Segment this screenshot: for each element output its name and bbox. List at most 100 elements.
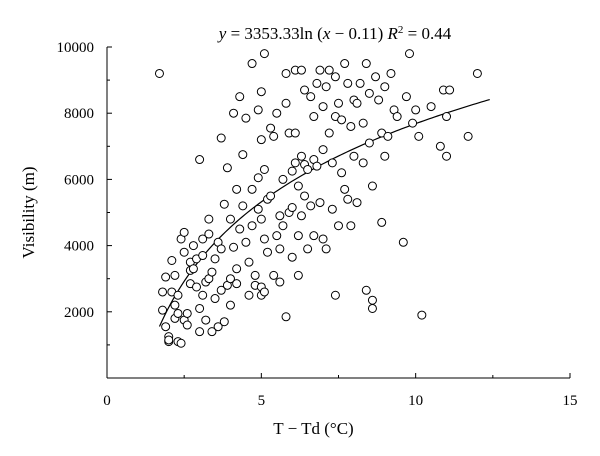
data-point <box>241 113 251 123</box>
data-point <box>371 72 381 82</box>
data-point <box>182 320 192 330</box>
data-point <box>278 221 288 231</box>
data-point <box>216 244 226 254</box>
data-point <box>176 338 186 348</box>
data-point <box>256 214 266 224</box>
data-point <box>364 138 374 148</box>
data-point <box>256 135 266 145</box>
data-point <box>334 98 343 108</box>
data-point <box>219 199 229 209</box>
data-point <box>213 322 223 332</box>
trend-line <box>158 98 490 327</box>
data-point <box>238 201 248 211</box>
data-point <box>173 308 183 318</box>
data-point <box>346 121 356 131</box>
data-point <box>225 274 235 284</box>
data-point <box>315 65 325 75</box>
data-point <box>225 300 235 310</box>
data-point <box>318 102 328 112</box>
data-point <box>287 252 297 262</box>
data-point <box>287 203 297 213</box>
data-point <box>358 118 368 128</box>
data-point <box>361 59 371 69</box>
data-point <box>318 145 328 155</box>
data-point <box>334 221 343 231</box>
data-point <box>330 290 340 300</box>
x-tick-label: 10 <box>408 393 423 409</box>
data-point <box>204 229 214 239</box>
data-point <box>472 68 482 78</box>
data-point <box>343 78 353 88</box>
data-point <box>383 131 393 141</box>
data-point <box>259 49 269 59</box>
data-point <box>340 184 350 194</box>
data-point <box>263 247 273 257</box>
data-point <box>337 168 347 178</box>
data-point <box>315 198 325 208</box>
data-point <box>306 201 316 211</box>
x-axis: 0 5 10 15 <box>103 373 578 409</box>
data-point <box>414 131 424 141</box>
data-point <box>386 68 396 78</box>
fit-curve <box>158 98 490 327</box>
data-point <box>164 335 174 345</box>
data-point <box>380 151 390 161</box>
plot-frame <box>106 47 570 379</box>
data-point <box>312 161 322 171</box>
data-point <box>170 270 180 280</box>
data-point <box>201 315 211 325</box>
data-point <box>232 279 242 289</box>
data-point <box>296 65 306 75</box>
data-point <box>321 244 331 254</box>
data-point <box>367 295 377 305</box>
data-point <box>198 251 208 261</box>
data-point <box>229 108 239 118</box>
y-tick-label: 8000 <box>64 106 94 122</box>
data-point <box>364 88 374 98</box>
data-point <box>269 270 279 280</box>
data-point <box>210 294 220 304</box>
data-point <box>293 231 303 241</box>
data-point <box>275 277 285 287</box>
data-point <box>235 224 245 234</box>
data-point <box>179 247 189 257</box>
data-point <box>303 244 313 254</box>
data-point <box>281 68 291 78</box>
data-point <box>182 308 192 318</box>
data-point <box>343 194 353 204</box>
data-point <box>241 237 251 247</box>
chart-title: y = 3353.33ln (x − 0.11) R2 = 0.44 <box>217 24 452 43</box>
data-point <box>222 163 232 173</box>
data-point <box>158 287 168 297</box>
data-point <box>204 214 214 224</box>
data-point <box>225 214 235 224</box>
data-point <box>352 198 362 208</box>
data-point <box>306 92 316 102</box>
data-point <box>154 68 164 78</box>
x-tick-label: 15 <box>563 393 578 409</box>
data-point <box>408 118 418 128</box>
data-point <box>367 181 377 191</box>
data-point <box>235 92 245 102</box>
data-point <box>229 242 239 252</box>
data-point <box>272 108 282 118</box>
data-point <box>327 204 337 214</box>
data-point <box>352 98 362 108</box>
data-point <box>158 305 168 315</box>
data-point <box>161 322 171 332</box>
data-point <box>219 317 229 327</box>
data-point <box>179 227 189 237</box>
data-point <box>232 184 242 194</box>
data-point <box>290 158 300 168</box>
data-point <box>188 264 198 274</box>
data-point <box>296 211 306 221</box>
data-point <box>188 241 198 251</box>
data-point <box>340 59 350 69</box>
data-point <box>195 303 205 313</box>
data-point <box>293 181 303 191</box>
data-point <box>210 254 220 264</box>
data-point <box>244 290 254 300</box>
data-point <box>293 270 303 280</box>
data-point <box>401 92 411 102</box>
